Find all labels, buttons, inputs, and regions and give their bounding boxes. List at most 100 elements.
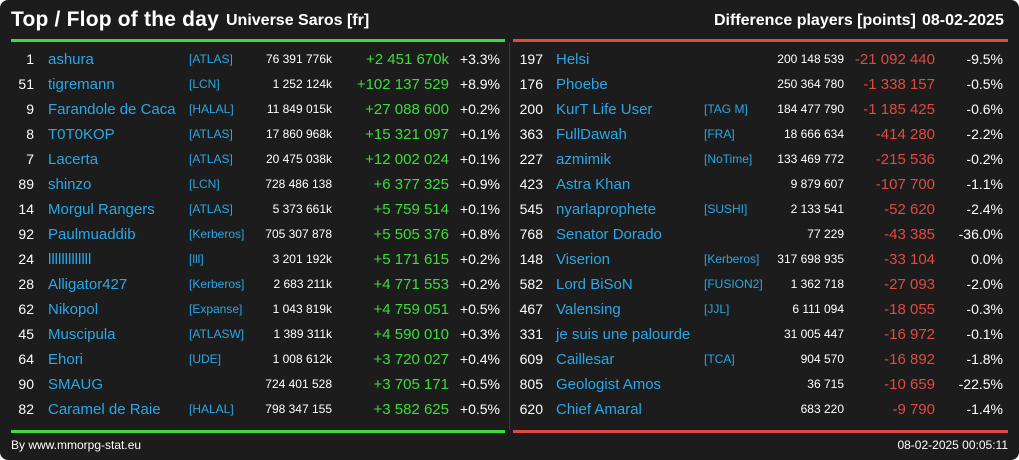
player-points: 1 043 819k: [272, 302, 332, 316]
player-name-link[interactable]: T0T0KOP: [48, 126, 115, 143]
player-name-link[interactable]: Farandole de Caca: [48, 101, 176, 118]
player-points: 184 477 790: [777, 102, 844, 116]
percent-change: +0.5%: [459, 301, 500, 317]
player-name-link[interactable]: Alligator427: [48, 276, 128, 293]
player-rank: 331: [519, 326, 543, 342]
percent-change: -2.2%: [966, 126, 1003, 142]
alliance-tag-link[interactable]: [TCA]: [704, 352, 735, 366]
alliance-tag-link[interactable]: [FUSION2]: [704, 277, 763, 291]
player-name-link[interactable]: Viserion: [556, 251, 610, 268]
player-name-link[interactable]: Paulmuaddib: [48, 226, 136, 243]
alliance-tag-link[interactable]: [ATLAS]: [189, 202, 233, 216]
alliance-tag-link[interactable]: [ATLAS]: [189, 152, 233, 166]
player-name-link[interactable]: SMAUG: [48, 376, 104, 393]
percent-change: -9.5%: [966, 51, 1003, 67]
alliance-tag-link[interactable]: [FRA]: [704, 127, 735, 141]
alliance-tag-link[interactable]: [LCN]: [189, 177, 220, 191]
points-difference: -414 280: [875, 126, 935, 143]
player-points: 2 133 541: [790, 202, 844, 216]
alliance-tag-link[interactable]: [Kerberos]: [189, 277, 245, 291]
top-section-bar: [11, 39, 505, 42]
percent-change: +3.3%: [459, 51, 500, 67]
alliance-tag-link[interactable]: [ATLAS]: [189, 52, 233, 66]
player-name-link[interactable]: Geologist Amos: [556, 376, 662, 393]
percent-change: +0.9%: [459, 176, 500, 192]
player-name-link[interactable]: KurT Life User: [556, 101, 653, 118]
points-difference: -27 093: [884, 276, 935, 293]
player-name-link[interactable]: Nikopol: [48, 301, 99, 318]
percent-change: +0.2%: [459, 101, 500, 117]
player-name-link[interactable]: Helsi: [556, 51, 590, 68]
flop-row: 176 Phoebe 250 364 780 -1 338 157 -0.5%: [510, 72, 1019, 97]
top-row: 24 lllllllllllll [lll] 3 201 192k +5 171 615…: [0, 247, 509, 272]
player-name-link[interactable]: Caillesar: [556, 351, 615, 368]
points-difference: -33 104: [884, 251, 935, 268]
alliance-tag-link[interactable]: [HALAL]: [189, 102, 234, 116]
alliance-tag-link[interactable]: [LCN]: [189, 77, 220, 91]
player-name-link[interactable]: Lacerta: [48, 151, 99, 168]
alliance-tag-link[interactable]: [ATLASW]: [189, 327, 245, 341]
alliance-tag-link[interactable]: [Expanse]: [189, 302, 243, 316]
alliance-tag-link[interactable]: [UDE]: [189, 352, 222, 366]
alliance-tag-link[interactable]: [Kerberos]: [189, 227, 245, 241]
player-rank: 227: [519, 151, 543, 167]
alliance-tag-link[interactable]: [NoTime]: [704, 152, 753, 166]
player-name-link[interactable]: Senator Dorado: [556, 226, 662, 243]
alliance-tag-link[interactable]: [ATLAS]: [189, 127, 233, 141]
points-difference: -1 338 157: [863, 76, 935, 93]
player-name-link[interactable]: tigremann: [48, 76, 115, 93]
percent-change: +0.8%: [459, 226, 500, 242]
player-rank: 82: [18, 401, 34, 417]
player-name-link[interactable]: lllllllllllll: [48, 251, 92, 268]
player-points: 200 148 539: [777, 52, 844, 66]
alliance-tag-link[interactable]: [JJL]: [704, 302, 730, 316]
points-difference: +12 002 024: [365, 151, 449, 168]
flop-row: 467 Valensing [JJL] 6 111 094 -18 055 -0.3%: [510, 297, 1019, 322]
player-name-link[interactable]: ashura: [48, 51, 94, 68]
flop-row: 331 je suis une palourde 31 005 447 -16 972…: [510, 322, 1019, 347]
player-points: 17 860 968k: [265, 127, 332, 141]
player-name-link[interactable]: Phoebe: [556, 76, 608, 93]
player-name-link[interactable]: nyarlaprophete: [556, 201, 657, 218]
alliance-tag-link[interactable]: [lll]: [189, 252, 204, 266]
flop-row: 620 Chief Amaral 683 220 -9 790 -1.4%: [510, 397, 1019, 422]
player-name-link[interactable]: shinzo: [48, 176, 92, 193]
alliance-tag-link[interactable]: [HALAL]: [189, 402, 234, 416]
points-difference: +3 705 171: [373, 376, 450, 393]
points-difference: +3 582 625: [373, 401, 450, 418]
player-name-link[interactable]: Astra Khan: [556, 176, 631, 193]
points-difference: -10 659: [884, 376, 935, 393]
points-difference: +2 451 670k: [366, 51, 449, 68]
player-name-link[interactable]: Valensing: [556, 301, 621, 318]
flop-row: 768 Senator Dorado 77 229 -43 385 -36.0%: [510, 222, 1019, 247]
flop-row: 148 Viserion [Kerberos] 317 698 935 -33 104 0…: [510, 247, 1019, 272]
source-credit: By www.mmorpg-stat.eu: [11, 438, 142, 452]
alliance-tag-link[interactable]: [Kerberos]: [704, 252, 760, 266]
player-rank: 89: [18, 176, 34, 192]
player-name-link[interactable]: azmimik: [556, 151, 611, 168]
points-difference: -1 185 425: [863, 101, 935, 118]
top-row: 64 Ehori [UDE] 1 008 612k +3 720 027 +0.4%: [0, 347, 509, 372]
player-points: 724 401 528: [265, 377, 332, 391]
player-points: 133 469 772: [777, 152, 844, 166]
player-name-link[interactable]: Caramel de Raie: [48, 401, 161, 418]
percent-change: -0.5%: [966, 76, 1003, 92]
player-name-link[interactable]: je suis une palourde: [556, 326, 691, 343]
points-difference: -16 892: [884, 351, 935, 368]
player-name-link[interactable]: Lord BiSoN: [556, 276, 633, 293]
player-name-link[interactable]: Ehori: [48, 351, 84, 368]
player-rank: 62: [18, 301, 34, 317]
flop-section-bar: [513, 39, 1008, 42]
player-name-link[interactable]: Morgul Rangers: [48, 201, 155, 218]
top-row: 1 ashura [ATLAS] 76 391 776k +2 451 670k +3.3…: [0, 47, 509, 72]
top-row: 14 Morgul Rangers [ATLAS] 5 373 661k +5 759 …: [0, 197, 509, 222]
points-difference: +5 759 514: [373, 201, 450, 218]
player-name-link[interactable]: Chief Amaral: [556, 401, 642, 418]
player-name-link[interactable]: Muscipula: [48, 326, 116, 343]
alliance-tag-link[interactable]: [TAG M]: [704, 102, 748, 116]
points-difference: +4 759 051: [373, 301, 450, 318]
player-name-link[interactable]: FullDawah: [556, 126, 627, 143]
percent-change: +0.2%: [459, 276, 500, 292]
alliance-tag-link[interactable]: [SUSHI]: [704, 202, 748, 216]
player-points: 31 005 447: [783, 327, 844, 341]
